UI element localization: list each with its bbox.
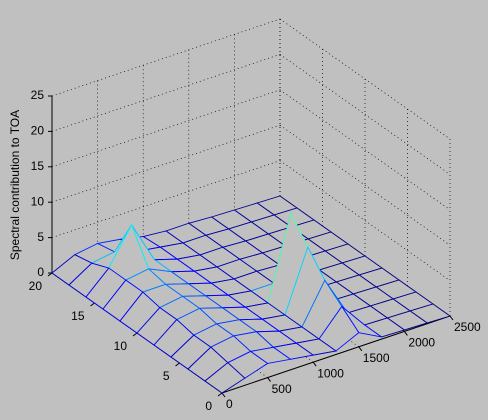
y-tick-label: 5: [163, 369, 170, 383]
grid-line: [51, 124, 281, 203]
x-tick: [267, 377, 272, 382]
mesh-cell: [204, 362, 246, 394]
x-tick: [358, 346, 363, 352]
y-tick-label: 10: [114, 339, 128, 353]
x-tick-label: 500: [272, 382, 292, 396]
y-tick: [217, 392, 223, 397]
grid-line: [51, 18, 281, 97]
grid-line: [279, 54, 451, 175]
x-tick: [403, 331, 408, 336]
x-tick-label: 1500: [363, 351, 390, 365]
x-tick-label: 0: [226, 397, 233, 411]
y-tick: [90, 302, 95, 307]
x-tick: [312, 361, 317, 367]
y-tick-label: 20: [29, 279, 43, 293]
grid-line: [51, 89, 281, 168]
grid-line: [51, 54, 281, 132]
x-tick-label: 1000: [317, 366, 344, 380]
y-tick-label: 15: [71, 309, 85, 323]
x-tick-label: 2500: [454, 320, 481, 334]
x-tick: [221, 392, 226, 398]
z-tick-label: 25: [31, 88, 45, 102]
x-tick: [449, 315, 454, 321]
x-tick-label: 2000: [408, 336, 435, 350]
z-tick-label: 5: [37, 230, 44, 244]
x-axis: [221, 315, 451, 394]
z-tick-label: 0: [37, 265, 44, 279]
y-tick: [132, 332, 138, 337]
z-tick-label: 15: [31, 159, 45, 173]
y-tick: [175, 362, 180, 367]
grid-line: [51, 160, 281, 238]
grid-line: [279, 18, 451, 140]
grid-line: [279, 89, 451, 211]
z-axis-label: Spectral contribution to TOA: [8, 110, 22, 260]
z-tick-label: 20: [31, 124, 45, 138]
grid-line: [279, 160, 451, 281]
y-tick-label: 0: [205, 399, 212, 413]
grid-line: [279, 124, 451, 246]
z-tick-label: 10: [31, 194, 45, 208]
